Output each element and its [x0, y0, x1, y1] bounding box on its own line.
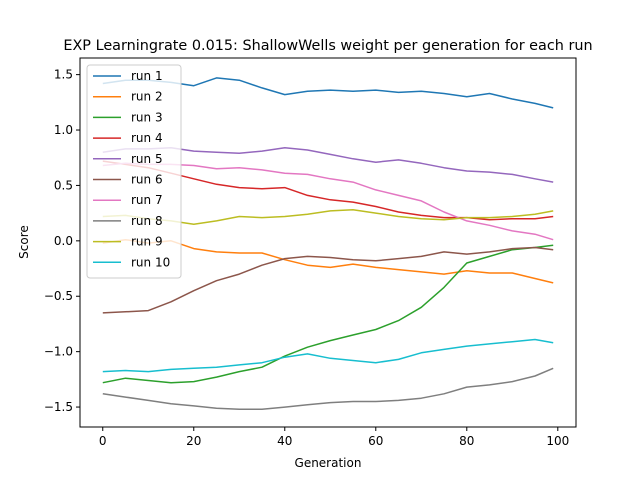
legend-label-2: run 2	[131, 90, 163, 104]
legend-label-9: run 9	[131, 235, 163, 249]
legend-label-1: run 1	[131, 69, 163, 83]
y-tick-label: −1.0	[44, 345, 73, 359]
x-tick-label: 60	[368, 434, 383, 448]
x-tick-label: 80	[459, 434, 474, 448]
y-tick-label: 1.0	[54, 123, 73, 137]
series-line-3	[102, 244, 554, 384]
x-tick-label: 20	[186, 434, 201, 448]
y-axis-label: Score	[17, 225, 31, 259]
legend-label-5: run 5	[131, 152, 163, 166]
series-line-8	[102, 367, 554, 411]
y-axis: −1.5 −1.0 −0.5 0.0 0.5 1.0 1.5	[44, 68, 80, 414]
legend: run 1 run 2 run 3 run 4 run 5 run 6 run 7 run 8…	[86, 64, 182, 279]
y-tick-label: −0.5	[44, 289, 73, 303]
y-tick-label: −1.5	[44, 400, 73, 414]
legend-label-3: run 3	[131, 110, 163, 124]
x-tick-label: 40	[277, 434, 292, 448]
x-tick-label: 0	[99, 434, 107, 448]
y-tick-label: 0.5	[54, 178, 73, 192]
legend-label-6: run 6	[131, 173, 163, 187]
legend-label-8: run 8	[131, 214, 163, 228]
legend-label-10: run 10	[131, 255, 170, 269]
legend-frame	[86, 64, 182, 279]
x-axis: 0 20 40 60 80 100	[99, 427, 569, 448]
chart-title: EXP Learningrate 0.015: ShallowWells wei…	[63, 38, 592, 54]
x-axis-label: Generation	[295, 456, 362, 470]
series-line-6	[102, 246, 554, 314]
series-line-10	[102, 338, 554, 373]
x-tick-label: 100	[546, 434, 569, 448]
legend-label-7: run 7	[131, 193, 163, 207]
y-tick-label: 0.0	[54, 234, 73, 248]
y-tick-label: 1.5	[54, 68, 73, 82]
plot-area-frame	[79, 57, 577, 428]
legend-label-4: run 4	[131, 131, 163, 145]
